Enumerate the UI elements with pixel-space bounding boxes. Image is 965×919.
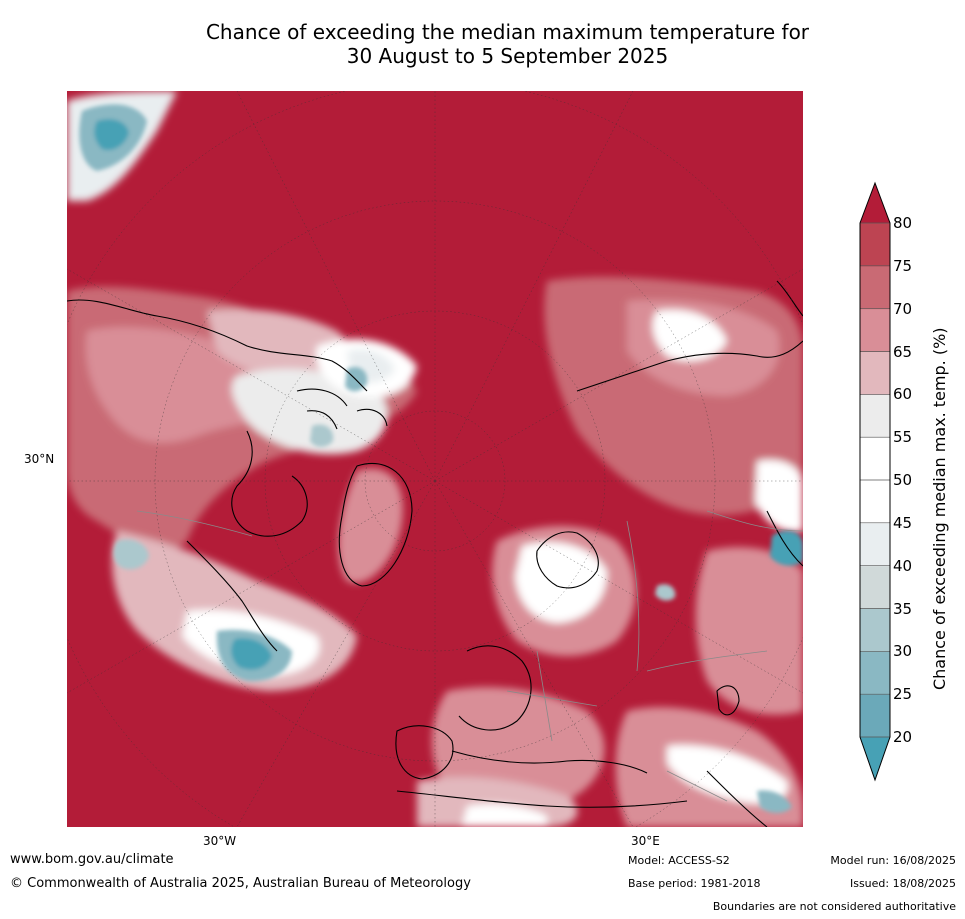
border-mideast <box>666 770 728 802</box>
border-europe-a <box>506 690 598 707</box>
latitude-circle-60n <box>264 310 606 652</box>
longitude-label-30w: 30°W <box>203 834 237 848</box>
colorbar-extend-bottom <box>860 737 890 780</box>
colorbar-bin-60-65 <box>860 351 890 395</box>
coast-iberia <box>395 725 454 780</box>
map-title-line2: 30 August to 5 September 2025 <box>346 44 669 68</box>
meridian-60e <box>434 480 803 694</box>
coast-scandinavia <box>536 531 599 589</box>
border-europe-b <box>536 650 553 742</box>
shade-arabia-light <box>667 745 788 804</box>
country-borders <box>136 510 803 802</box>
colorbar-bin-20-25 <box>860 694 890 738</box>
colorbar-segments <box>860 183 890 780</box>
meridian-150w <box>236 91 436 482</box>
colorbar-dividers <box>860 222 890 738</box>
colorbar-tick-30: 30 <box>893 642 913 661</box>
coast-caspian <box>716 685 740 716</box>
map-canvas <box>67 91 803 827</box>
colorbar-tick-40: 40 <box>893 556 913 575</box>
coast-north-africa <box>396 790 688 808</box>
meridian-60w <box>67 480 436 694</box>
colorbar-bin-50-55 <box>860 437 890 481</box>
colorbar-bin-35-40 <box>860 565 890 609</box>
colorbar-tick-20: 20 <box>893 728 913 746</box>
colorbar-outline <box>859 181 891 782</box>
coastlines <box>67 280 803 827</box>
meridian-30w <box>236 480 436 827</box>
colorbar-tick-80: 80 <box>893 214 913 232</box>
forecast-map[interactable] <box>67 91 803 827</box>
colorbar-tick-45: 45 <box>893 513 913 532</box>
colorbar-label: Chance of exceeding median max. temp. (%… <box>930 327 949 690</box>
meridian-120e <box>434 268 803 482</box>
footer-issued: Issued: 18/08/2025 <box>849 877 956 890</box>
border-russia-kazakh <box>646 650 768 672</box>
coast-russia-north <box>576 340 803 392</box>
meridian-150e <box>434 91 634 482</box>
footer-model-run: Model run: 16/08/2025 <box>830 854 956 867</box>
coast-red-sea <box>706 770 768 827</box>
colorbar-bin-40-45 <box>860 522 890 567</box>
colorbar-tick-25: 25 <box>893 685 913 704</box>
colorbar-tick-55: 55 <box>893 428 913 447</box>
cool-mexico <box>113 539 149 570</box>
coast-greenland <box>338 462 413 587</box>
border-russia-europe <box>626 520 640 672</box>
colorbar-tick-75: 75 <box>893 256 913 275</box>
shade-siberia-white <box>652 309 727 361</box>
cool-gulf-core <box>231 638 272 670</box>
colorbar-bin-25-30 <box>860 651 890 695</box>
meridian-30e <box>434 480 634 827</box>
cool-arctic <box>310 424 334 447</box>
footer-website: www.bom.gov.au/climate <box>10 852 174 867</box>
colorbar-bin-30-35 <box>860 608 890 652</box>
colorbar-bin-65-70 <box>860 308 890 352</box>
coast-us-east <box>186 540 278 652</box>
colorbar-bin-70-75 <box>860 265 890 310</box>
coast-canada-hudson <box>231 430 308 537</box>
coast-alaska <box>67 299 368 392</box>
cool-anomalies <box>79 104 803 813</box>
footer-model: Model: ACCESS-S2 <box>628 854 730 867</box>
colorbar-tick-70: 70 <box>893 299 913 318</box>
footer-disclaimer: Boundaries are not considered authoritat… <box>712 900 956 913</box>
border-russia-mongolia <box>706 510 803 532</box>
coast-arctic-islands <box>296 388 388 430</box>
shade-north-africa-white <box>462 804 547 827</box>
footer-base-period: Base period: 1981-2018 <box>628 877 761 890</box>
border-us-canada <box>136 510 253 537</box>
longitude-label-30e: 30°E <box>631 834 660 848</box>
colorbar-tick-35: 35 <box>893 599 913 618</box>
map-title-line1: Chance of exceeding the median maximum t… <box>205 20 810 44</box>
map-title: Chance of exceeding the median maximum t… <box>0 20 965 68</box>
shade-canada-light <box>207 309 348 378</box>
cool-central-asia <box>655 584 676 601</box>
cool-pacific-nw-core <box>94 119 129 151</box>
shade-asia <box>695 547 803 715</box>
shade-greenland <box>338 468 403 583</box>
shade-asia-white <box>755 459 803 532</box>
latitude-label-30n: 30°N <box>24 452 55 466</box>
coast-mediterranean <box>451 750 648 774</box>
latitude-circle-75n <box>364 410 506 552</box>
coast-east-asia <box>766 510 803 567</box>
coast-kamchatka <box>776 280 803 317</box>
colorbar-extend-top <box>860 183 890 223</box>
cool-arabia <box>757 790 792 813</box>
meridian-120w <box>67 268 436 482</box>
colorbar-bin-55-60 <box>860 394 890 438</box>
graticule <box>67 91 803 827</box>
coast-europe <box>458 645 532 731</box>
colorbar-bin-45-50 <box>860 480 890 524</box>
colorbar-bin-75-80 <box>860 223 890 267</box>
colorbar-tick-65: 65 <box>893 342 913 361</box>
footer-copyright: © Commonwealth of Australia 2025, Austra… <box>10 876 471 891</box>
colorbar-tick-50: 50 <box>893 471 913 489</box>
forecast-shading <box>67 91 803 827</box>
colorbar-tick-60: 60 <box>893 385 913 404</box>
colorbar <box>859 181 891 782</box>
